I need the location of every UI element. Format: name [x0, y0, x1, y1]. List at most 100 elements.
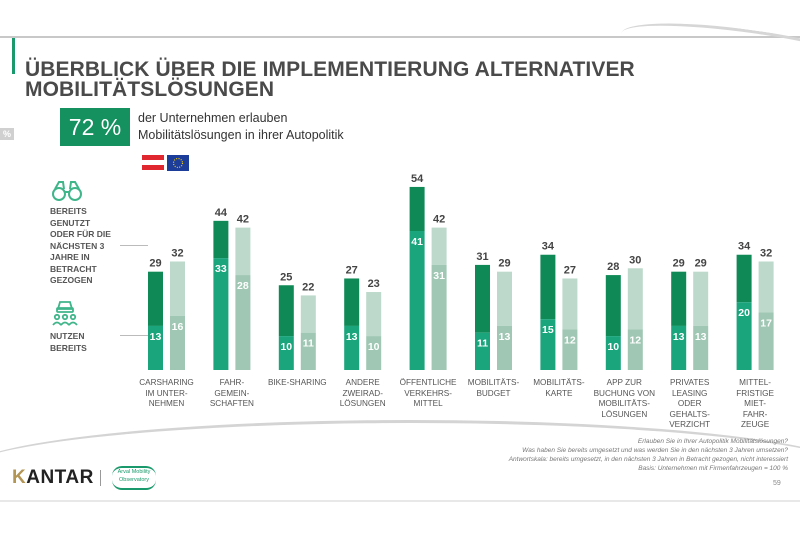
- bar-eu-total: [693, 271, 709, 326]
- page-number: 59: [773, 480, 781, 487]
- label-eu-total: 29: [695, 258, 707, 270]
- bar-eu-used: [170, 315, 185, 370]
- bar-at-used: [671, 325, 687, 370]
- bar-at-used: [278, 336, 294, 370]
- label-eu-used: 17: [760, 317, 772, 329]
- legend-pointer-using: [120, 335, 148, 336]
- survey-notes: Erlauben Sie in Ihrer Autopolitik Mobili…: [509, 437, 788, 473]
- label-eu-total: 32: [760, 248, 772, 260]
- category-label: BIKE-SHARING: [267, 378, 327, 387]
- legend-label-considered: BEREITS GENUTZT ODER FÜR DIE NÄCHSTEN 3 …: [50, 206, 111, 285]
- label-eu-used: 10: [368, 341, 380, 353]
- label-at-total: 44: [215, 207, 228, 219]
- bar-eu-total: [235, 227, 251, 276]
- bar-eu-used: [693, 325, 709, 370]
- kantar-logo-rest: ANTAR: [26, 467, 94, 488]
- label-eu-total: 27: [564, 264, 576, 276]
- note-line: Erlauben Sie in Ihrer Autopolitik Mobili…: [637, 438, 788, 445]
- bar-eu-used: [431, 264, 447, 370]
- bar-eu-total: [758, 261, 774, 313]
- bar-eu-total: [170, 261, 185, 316]
- label-eu-used: 16: [172, 321, 184, 333]
- arval-mobility-observatory-logo: Arval Mobility Observatory: [112, 466, 156, 490]
- label-eu-used: 13: [499, 331, 511, 343]
- bar-at-total: [540, 254, 556, 320]
- label-at-total: 31: [476, 251, 488, 263]
- kpi-text-line-2: Mobilitätslösungen in ihrer Autopolitik: [138, 128, 344, 142]
- bar-eu-total: [627, 268, 643, 330]
- bar-eu-total: [497, 271, 512, 326]
- label-at-total: 25: [280, 271, 292, 283]
- austria-flag-icon: [142, 155, 164, 170]
- category-label: APP ZUR BUCHUNG VON MOBILITÄTS- LÖSUNGEN: [593, 378, 655, 419]
- label-at-total: 27: [346, 264, 358, 276]
- label-eu-total: 32: [171, 248, 183, 260]
- legend-pointer-considered: [120, 245, 148, 246]
- note-line: Basis: Unternehmen mit Firmenfahrzeugen …: [638, 465, 788, 472]
- kpi-text-line-1: der Unternehmen erlauben: [138, 111, 288, 125]
- bar-at-total: [148, 271, 163, 326]
- category-label: MITTEL- FRISTIGE MIET- FAHR- ZEUGE: [736, 378, 774, 429]
- bar-eu-total: [431, 227, 447, 265]
- label-at-used: 15: [542, 324, 554, 336]
- category-label: ÖFFENTLICHE VERKEHRS- MITTEL: [399, 378, 457, 408]
- bar-at-used: [736, 302, 752, 370]
- bar-eu-used: [627, 329, 643, 370]
- category-label: MOBILITÄTS- KARTE: [533, 378, 585, 398]
- kpi-value: 72 %: [60, 108, 130, 146]
- label-eu-total: 42: [237, 214, 249, 226]
- category-label: MOBILITÄTS- BUDGET: [467, 378, 520, 398]
- bar-eu-used: [562, 329, 578, 370]
- label-at-used: 13: [150, 331, 162, 343]
- bar-at-total: [671, 271, 687, 326]
- label-at-used: 11: [477, 338, 488, 350]
- bar-eu-used: [235, 275, 251, 370]
- bar-at-used: [605, 336, 621, 370]
- label-at-total: 34: [738, 241, 751, 253]
- title-line-1: ÜBERBLICK ÜBER DIE IMPLEMENTIERUNG ALTER…: [25, 58, 635, 81]
- bar-at-total: [213, 220, 229, 259]
- bar-at-total: [475, 264, 490, 333]
- note-line: Antwortskala: bereits umgesetzt, in den …: [508, 456, 788, 463]
- category-label: ANDERE ZWEIRAD- LÖSUNGEN: [339, 378, 386, 408]
- kantar-logo-initial: K: [12, 467, 27, 488]
- label-eu-used: 13: [695, 331, 707, 343]
- label-at-total: 29: [673, 258, 685, 270]
- percent-tag: %: [0, 128, 15, 140]
- bar-at-total: [344, 278, 360, 326]
- bar-eu-total: [366, 292, 382, 337]
- partner-line-2: Observatory: [119, 477, 149, 483]
- label-at-used: 20: [738, 307, 750, 319]
- bar-at-used: [213, 258, 229, 370]
- bar-at-used: [344, 325, 360, 370]
- label-at-used: 10: [607, 341, 619, 353]
- label-eu-used: 11: [303, 338, 314, 350]
- car-people-icon: [50, 298, 80, 333]
- bar-eu-total: [562, 278, 578, 330]
- label-at-total: 29: [149, 258, 161, 270]
- bar-at-used: [540, 319, 556, 370]
- label-at-total: 34: [542, 241, 555, 253]
- bar-at-total: [605, 275, 621, 337]
- bar-at-used: [148, 325, 163, 370]
- category-label: CARSHARING IM UNTER- NEHMEN: [139, 378, 194, 408]
- note-line: Was haben Sie bereits umgesetzt und was …: [522, 447, 788, 454]
- title-line-2: MOBILITÄTSLÖSUNGEN: [25, 78, 275, 101]
- page-title: ÜBERBLICK ÜBER DIE IMPLEMENTIERUNG ALTER…: [25, 58, 635, 101]
- label-eu-used: 28: [237, 280, 249, 292]
- logo-separator: [100, 470, 101, 486]
- bar-eu-total: [300, 295, 316, 333]
- footer-divider: [0, 500, 800, 502]
- bar-at-total: [409, 186, 425, 232]
- binoculars-icon: [50, 180, 84, 207]
- bar-at-used: [475, 332, 490, 370]
- label-eu-total: 30: [629, 254, 641, 266]
- kantar-logo: KANTAR: [12, 467, 94, 489]
- label-at-used: 13: [673, 331, 685, 343]
- bar-at-total: [278, 285, 294, 337]
- decorative-swoosh-bottom: [0, 420, 800, 473]
- bar-at-used: [409, 231, 425, 370]
- label-at-used: 13: [346, 331, 358, 343]
- bar-at-total: [736, 254, 752, 303]
